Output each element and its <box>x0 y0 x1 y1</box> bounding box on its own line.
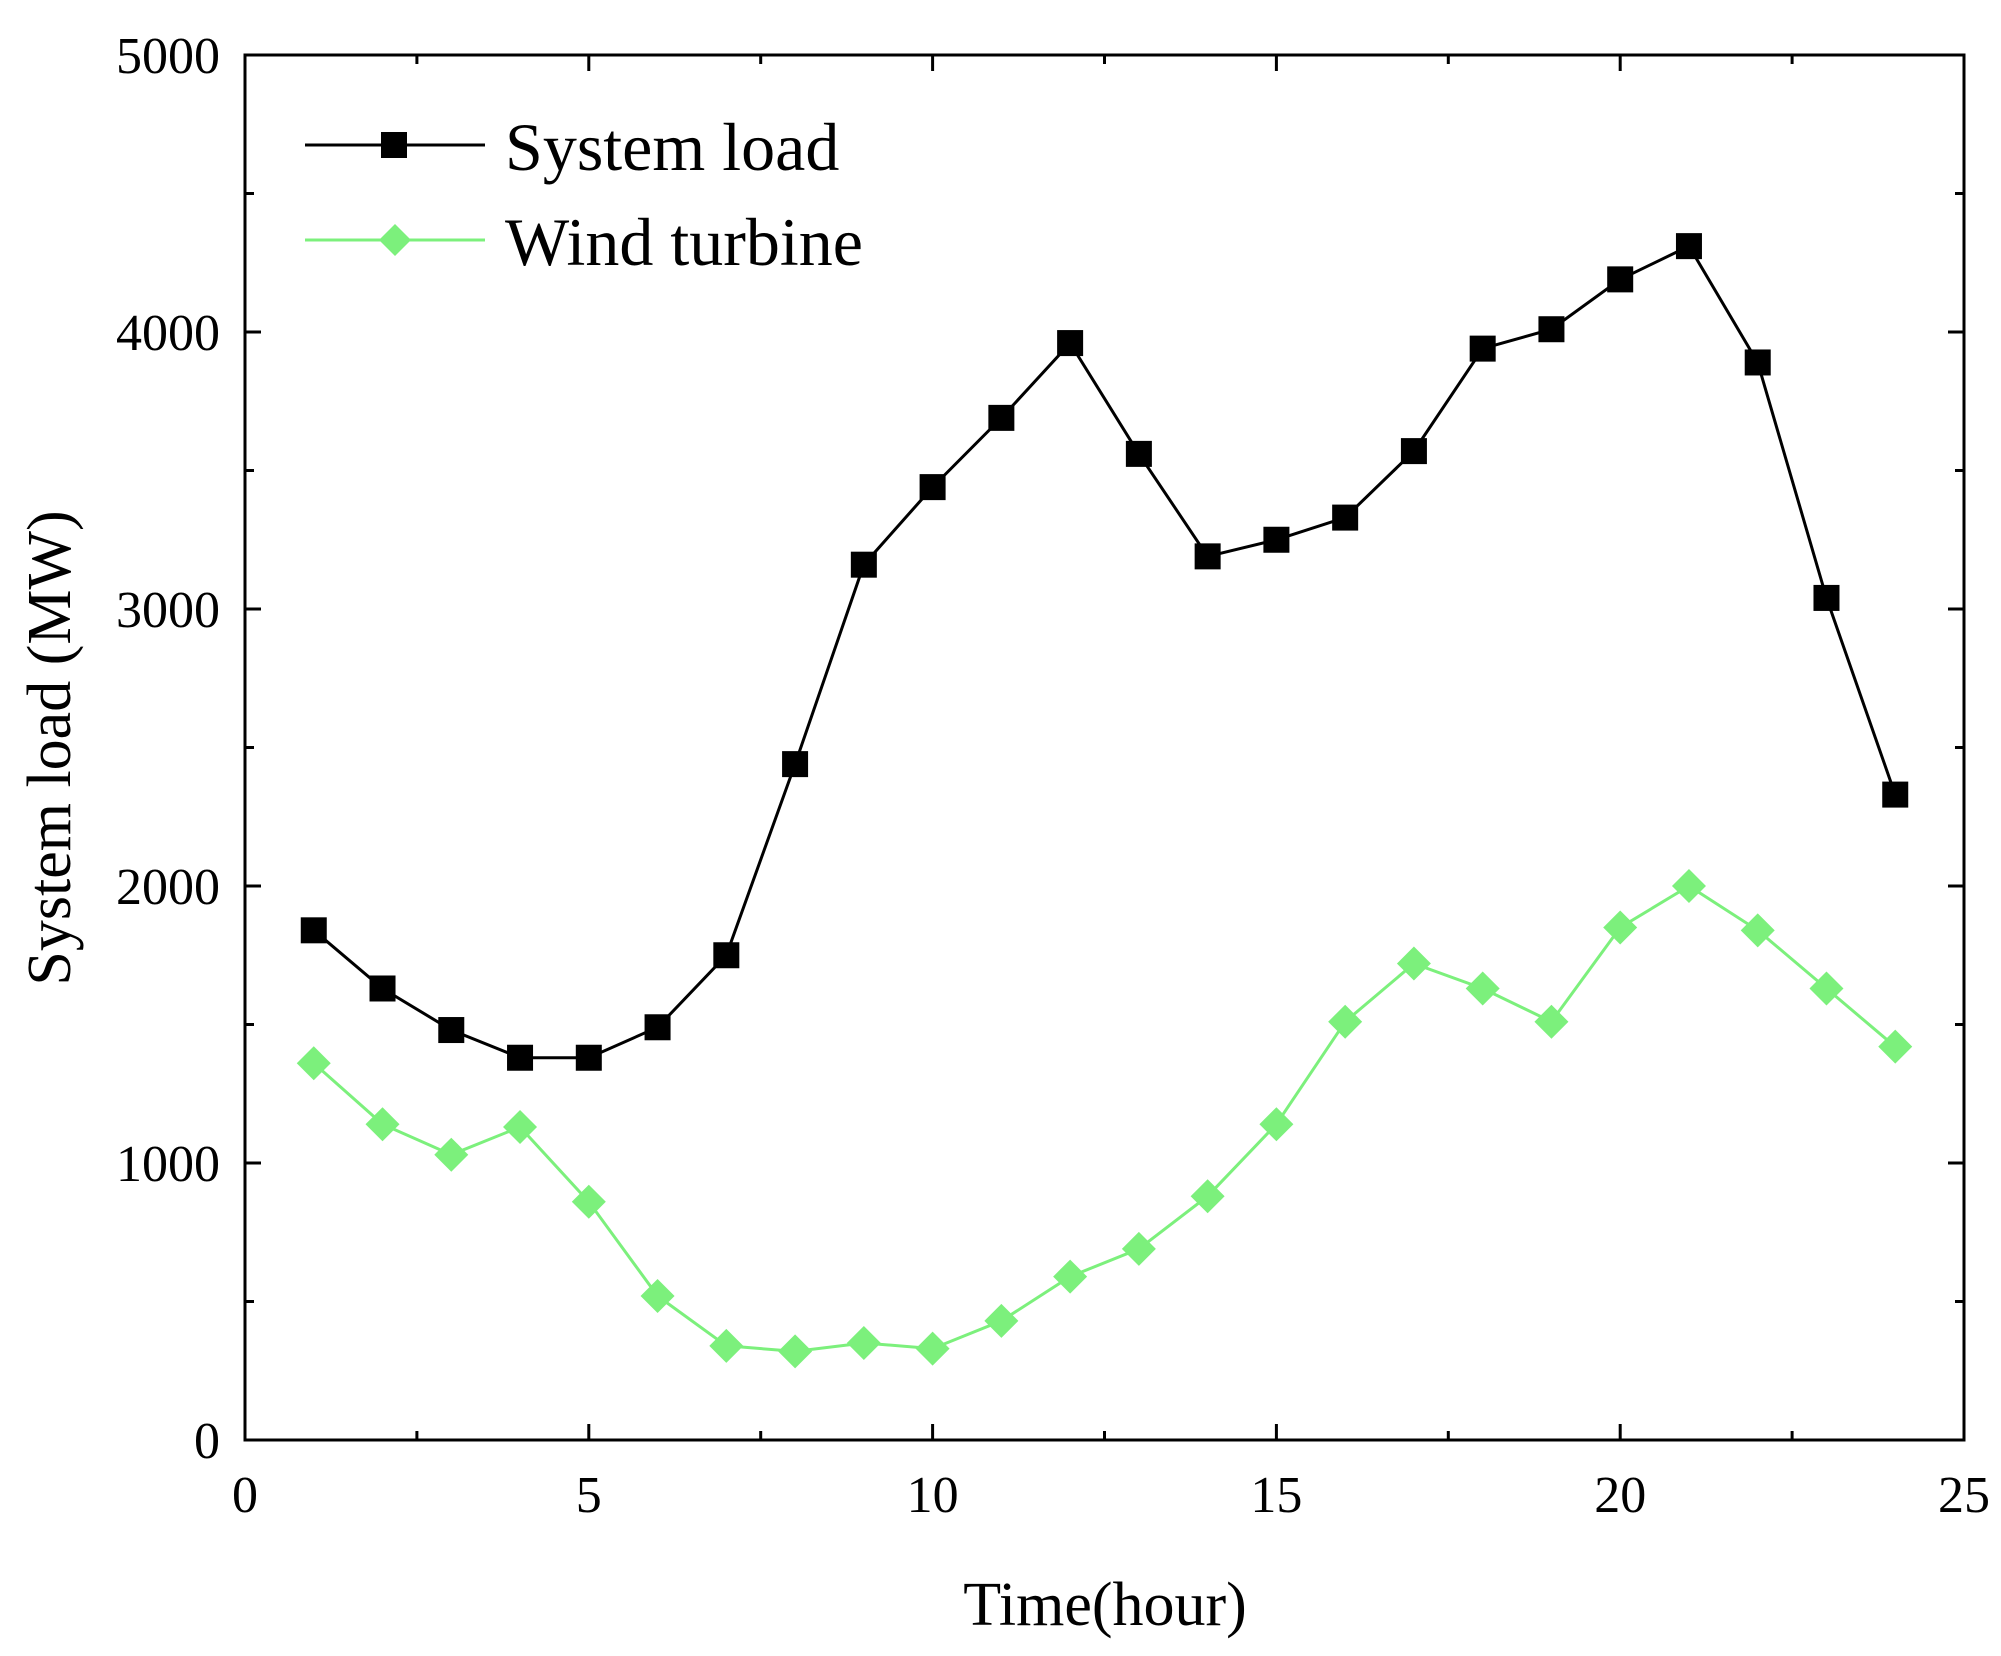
data-point <box>988 404 1015 431</box>
data-point <box>1469 335 1496 362</box>
data-point <box>1671 869 1706 903</box>
y-tick-label: 1000 <box>116 1136 220 1193</box>
data-point <box>296 1046 331 1081</box>
series-line <box>312 884 1897 1353</box>
legend-label-wind-turbine: Wind turbine <box>505 204 863 280</box>
y-tick-label: 5000 <box>116 28 220 85</box>
data-point <box>300 917 327 944</box>
data-point <box>1400 438 1427 465</box>
x-tick-label: 0 <box>232 1467 258 1524</box>
data-point <box>713 942 740 969</box>
data-point <box>915 1331 950 1366</box>
data-point <box>1263 526 1290 553</box>
data-point <box>1882 781 1909 808</box>
data-point <box>1809 971 1844 1006</box>
data-point <box>1057 330 1084 357</box>
data-point <box>782 751 809 778</box>
series-system-load <box>300 233 1909 1071</box>
y-tick-label: 2000 <box>116 859 220 916</box>
y-tick-labels: 0 1000 2000 3000 4000 5000 <box>116 28 220 1470</box>
x-axis-title: Time(hour) <box>963 1571 1247 1639</box>
x-tick-label: 10 <box>907 1467 959 1524</box>
x-tick-label: 15 <box>1250 1467 1302 1524</box>
data-point <box>1328 1004 1363 1039</box>
data-point <box>1538 316 1565 343</box>
data-point <box>1332 504 1359 531</box>
data-point <box>1534 1004 1569 1039</box>
legend-marker-system-load <box>381 132 407 158</box>
data-point <box>846 1326 881 1361</box>
axis-ticks <box>243 53 1966 1442</box>
data-point <box>503 1109 538 1144</box>
data-point <box>640 1278 675 1313</box>
y-tick-label: 0 <box>194 1413 220 1470</box>
data-point <box>575 1044 602 1071</box>
legend: System load Wind turbine <box>305 109 863 280</box>
y-tick-label: 3000 <box>116 582 220 639</box>
data-point <box>507 1044 534 1071</box>
x-tick-label: 5 <box>576 1467 602 1524</box>
data-point <box>709 1328 744 1363</box>
series-layer <box>296 233 1913 1369</box>
legend-marker-wind-turbine <box>379 224 411 256</box>
data-point <box>1813 584 1840 611</box>
data-point <box>1740 913 1775 948</box>
data-point <box>369 975 396 1002</box>
data-point <box>644 1014 671 1041</box>
data-point <box>365 1107 400 1142</box>
x-tick-labels: 0 5 10 15 20 25 <box>232 1467 1990 1524</box>
data-point <box>1190 1179 1225 1214</box>
data-point <box>1603 910 1638 945</box>
data-point <box>984 1303 1019 1338</box>
y-axis-title: System load (MW) <box>16 510 84 985</box>
data-point <box>1396 946 1431 981</box>
data-point <box>1125 440 1152 467</box>
series-wind-turbine <box>296 869 1913 1369</box>
plot-frame <box>243 53 1966 1442</box>
data-point <box>1259 1107 1294 1142</box>
series-line <box>312 244 1897 1060</box>
data-point <box>438 1017 465 1044</box>
data-point <box>1878 1029 1913 1064</box>
data-point <box>850 551 877 578</box>
data-point <box>919 474 946 501</box>
data-point <box>571 1184 606 1219</box>
data-point <box>1194 543 1221 570</box>
x-tick-label: 20 <box>1594 1467 1646 1524</box>
data-point <box>1744 349 1771 376</box>
data-point <box>1053 1259 1088 1294</box>
data-point <box>1607 266 1634 293</box>
data-point <box>1121 1231 1156 1266</box>
x-tick-label: 25 <box>1938 1467 1990 1524</box>
legend-label-system-load: System load <box>505 109 839 185</box>
data-point <box>778 1334 813 1369</box>
y-tick-label: 4000 <box>116 305 220 362</box>
data-point <box>1465 971 1500 1006</box>
data-point <box>1675 233 1702 260</box>
data-point <box>434 1137 469 1172</box>
